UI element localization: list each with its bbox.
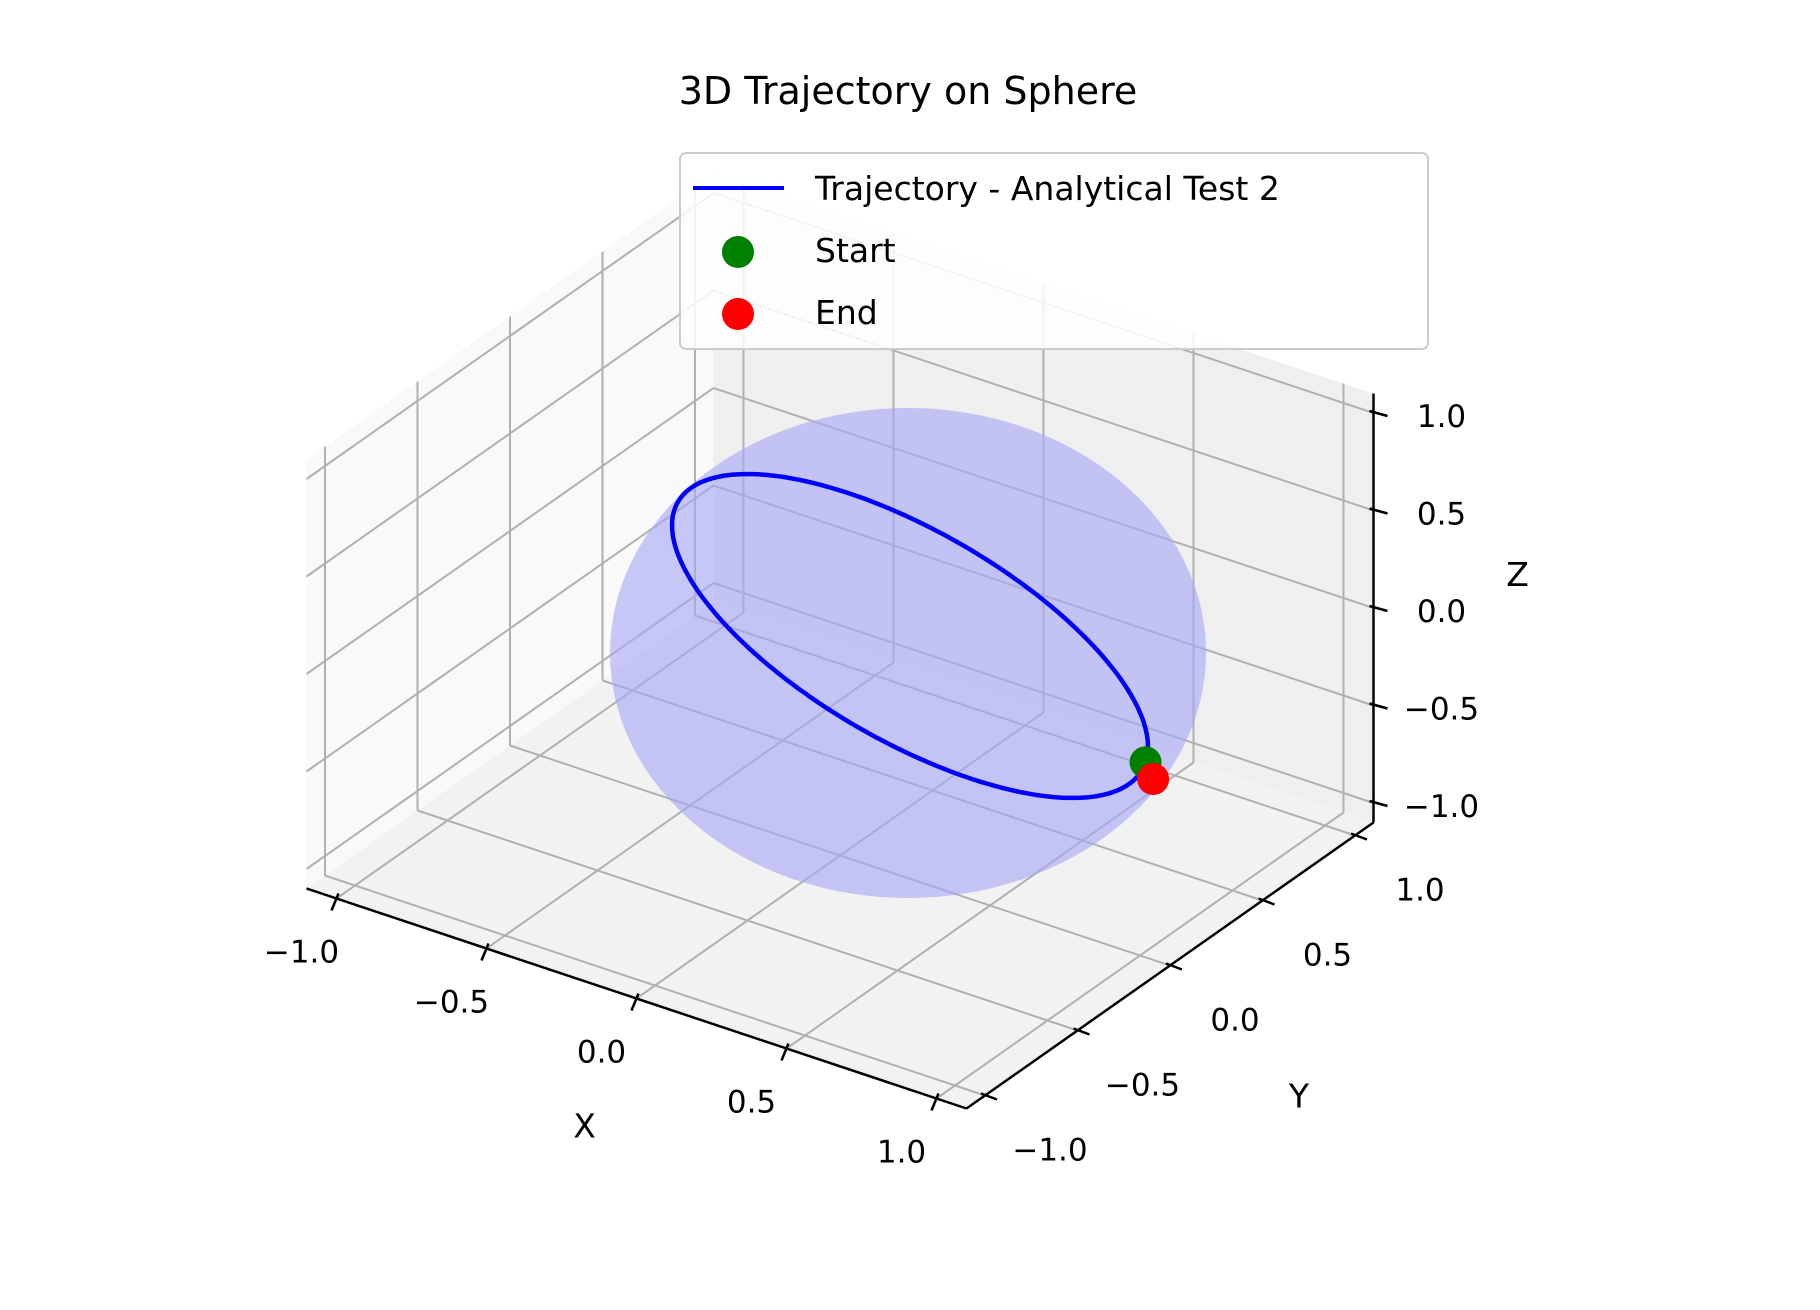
x-tick: [480, 943, 490, 961]
x-axis-label: X: [573, 1107, 596, 1146]
gridline-z: [305, 289, 715, 578]
z-tick: [1369, 702, 1388, 710]
legend-label-start: Start: [815, 231, 896, 270]
y-tick-label: 0.5: [1303, 938, 1352, 974]
y-tick: [1350, 832, 1368, 841]
z-tick-label: 0.5: [1417, 497, 1466, 533]
end-point: [1137, 763, 1170, 795]
y-axis-label: Y: [1288, 1077, 1310, 1116]
trajectory-line: [669, 471, 1151, 801]
legend-frame: [679, 152, 1429, 350]
sphere-shape: [610, 408, 1206, 898]
x-tick-label: −1.0: [264, 935, 339, 971]
legend-label-trajectory: Trajectory - Analytical Test 2: [814, 169, 1280, 208]
z-tick: [1369, 604, 1388, 613]
gridline-x: [935, 811, 1345, 1100]
x-tick-label: −0.5: [414, 985, 489, 1021]
legend: Trajectory - Analytical Test 2 Start End: [679, 152, 1429, 350]
z-tick-label: −0.5: [1404, 692, 1479, 728]
x-tick: [780, 1043, 790, 1061]
y-tick: [1165, 962, 1183, 971]
z-tick-label: −1.0: [1404, 789, 1479, 825]
legend-label-end: End: [815, 293, 878, 332]
x-tick: [330, 893, 340, 911]
chart-title: 3D Trajectory on Sphere: [679, 69, 1138, 113]
x-tick-label: 0.0: [577, 1035, 626, 1071]
y-tick-label: 1.0: [1395, 873, 1444, 909]
x-tick: [630, 993, 640, 1011]
plot-series: [669, 471, 1170, 801]
x-tick: [930, 1093, 940, 1111]
z-axis-label: Z: [1506, 555, 1529, 594]
gridline-z: [305, 192, 715, 480]
y-tick: [980, 1092, 998, 1101]
sphere-surface: [610, 408, 1206, 898]
x-tick-label: 1.0: [877, 1135, 926, 1171]
x-tick-label: 0.5: [727, 1085, 776, 1121]
z-tick: [1369, 409, 1388, 418]
legend-marker-end: [722, 298, 754, 330]
y-tick-label: −0.5: [1105, 1068, 1180, 1104]
z-tick: [1369, 507, 1388, 515]
z-tick: [1369, 799, 1388, 808]
z-tick-label: 0.0: [1417, 594, 1466, 630]
y-tick: [1258, 897, 1275, 906]
gridline-z: [305, 387, 715, 675]
y-tick: [1073, 1027, 1090, 1036]
z-tick-label: 1.0: [1417, 399, 1466, 435]
axis-labels: X Y Z: [573, 555, 1529, 1146]
legend-marker-start: [722, 236, 754, 268]
y-tick-label: −1.0: [1012, 1133, 1087, 1169]
y-tick-label: 0.0: [1210, 1003, 1259, 1039]
axis-ticks: −1.0 −1.0 −1.0 −0.5 −0.5 −0.5 0.0 0.0 0.0 0.5 0.5 0…: [264, 399, 1479, 1171]
